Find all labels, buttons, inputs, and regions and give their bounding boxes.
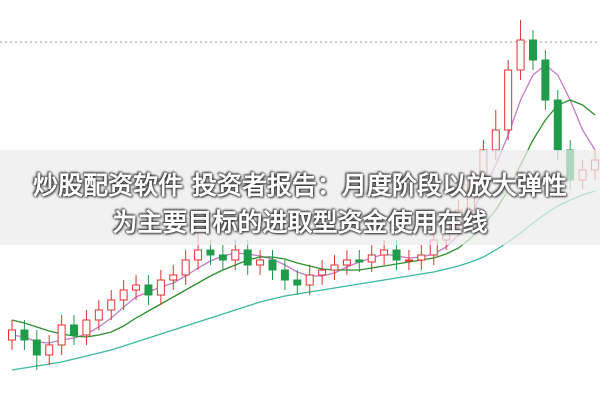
candle-body: [504, 69, 513, 131]
candle-body: [20, 329, 29, 341]
candle-body: [392, 249, 401, 261]
candle-body: [380, 249, 389, 256]
candle-body: [156, 279, 165, 296]
candle-body: [107, 299, 116, 311]
candle-body: [528, 39, 537, 61]
candle-body: [231, 249, 240, 261]
candle-body: [280, 269, 289, 281]
candle-body: [491, 129, 500, 151]
candle-body: [218, 254, 227, 261]
candle-body: [119, 289, 128, 301]
candle-body: [181, 259, 190, 276]
candle-body: [94, 309, 103, 321]
candle-body: [206, 249, 215, 256]
candle-body: [342, 259, 351, 266]
candle-body: [318, 269, 327, 276]
candle-body: [57, 324, 66, 346]
candle-body: [144, 284, 153, 296]
banner: [0, 150, 600, 245]
candle-body: [268, 259, 277, 271]
candle-body: [553, 99, 562, 151]
ma-line: [11, 190, 596, 371]
candle-body: [132, 284, 141, 291]
candle-body: [305, 274, 314, 286]
candle-body: [293, 279, 302, 286]
candle-body: [367, 254, 376, 263]
candle-body: [541, 59, 550, 101]
title-line: 为主要目标的进取型资金使用在线: [112, 208, 488, 237]
title-line: 炒股配资软件 投资者报告：月度阶段以放大弹性: [33, 171, 567, 200]
candle-body: [70, 324, 79, 336]
candle-body: [516, 39, 525, 71]
candle-body: [169, 274, 178, 281]
candle-body: [417, 254, 426, 261]
candle-body: [330, 264, 339, 271]
candle-body: [32, 339, 41, 356]
candle-body: [355, 259, 364, 263]
candle-body: [8, 329, 16, 341]
candle-body: [243, 249, 252, 266]
candle-body: [45, 344, 54, 356]
candle-body: [194, 249, 203, 261]
candle-body: [256, 259, 265, 266]
candle-body: [404, 259, 413, 262]
candle-body: [82, 319, 91, 336]
